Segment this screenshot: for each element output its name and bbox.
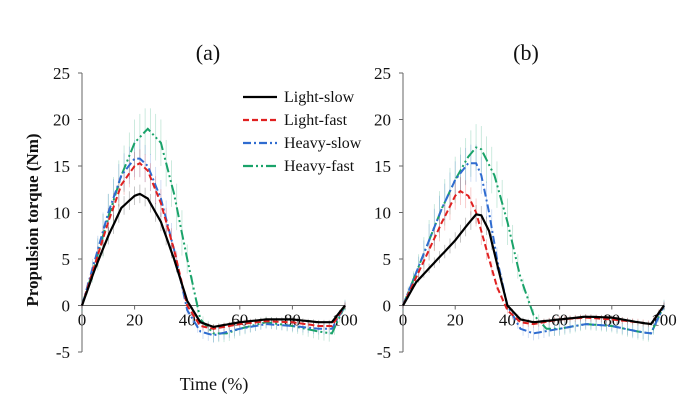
x-tick-label: 40 bbox=[179, 311, 196, 330]
x-tick-label: 80 bbox=[603, 311, 620, 330]
y-tick-label: 20 bbox=[374, 111, 391, 130]
series-line-heavy-fast bbox=[81, 127, 346, 335]
panel-b-label: (b) bbox=[513, 40, 539, 65]
y-tick-label: 25 bbox=[53, 64, 70, 83]
series-line-heavy-slow bbox=[81, 157, 346, 337]
y-tick-label: 20 bbox=[53, 111, 70, 130]
y-tick-label: 5 bbox=[383, 250, 392, 269]
series-line-heavy-slow bbox=[402, 162, 665, 335]
x-tick-label: 20 bbox=[447, 311, 464, 330]
x-tick-label: 0 bbox=[399, 311, 408, 330]
x-axis-label: Time (%) bbox=[180, 374, 249, 395]
y-axis-label: Propulsion torque (Nm) bbox=[23, 133, 42, 306]
y-tick-label: 15 bbox=[53, 157, 70, 176]
series-line-light-slow bbox=[402, 213, 665, 326]
y-tick-label: 25 bbox=[374, 64, 391, 83]
y-tick-label: 0 bbox=[62, 297, 71, 316]
y-tick-label: 10 bbox=[53, 204, 70, 223]
y-tick-label: 5 bbox=[62, 250, 71, 269]
panel-a-label: (a) bbox=[196, 40, 220, 65]
y-tick-label: 15 bbox=[374, 157, 391, 176]
x-tick-label: 0 bbox=[78, 311, 87, 330]
x-tick-label: 20 bbox=[126, 311, 143, 330]
legend: Light-slow Light-fast Heavy-slow Heavy-fast bbox=[243, 89, 362, 175]
series-line-light-slow bbox=[80, 192, 346, 329]
legend-label: Light-fast bbox=[284, 112, 348, 129]
legend-label: Heavy-slow bbox=[284, 135, 362, 152]
legend-label: Light-slow bbox=[284, 89, 355, 106]
y-tick-label: 10 bbox=[374, 204, 391, 223]
y-tick-label: 0 bbox=[383, 297, 392, 316]
x-tick-label: 60 bbox=[231, 311, 248, 330]
error-bars-heavy-fast bbox=[402, 124, 665, 342]
y-tick-label: -5 bbox=[56, 343, 70, 362]
y-tick-label: -5 bbox=[377, 343, 391, 362]
series-line-light-fast bbox=[402, 189, 665, 326]
panel-a: (a) Propulsion torque (Nm) Time (%) -5 0 5… bbox=[23, 40, 358, 395]
series-line-light-fast bbox=[81, 161, 346, 330]
legend-label: Heavy-fast bbox=[284, 158, 355, 175]
